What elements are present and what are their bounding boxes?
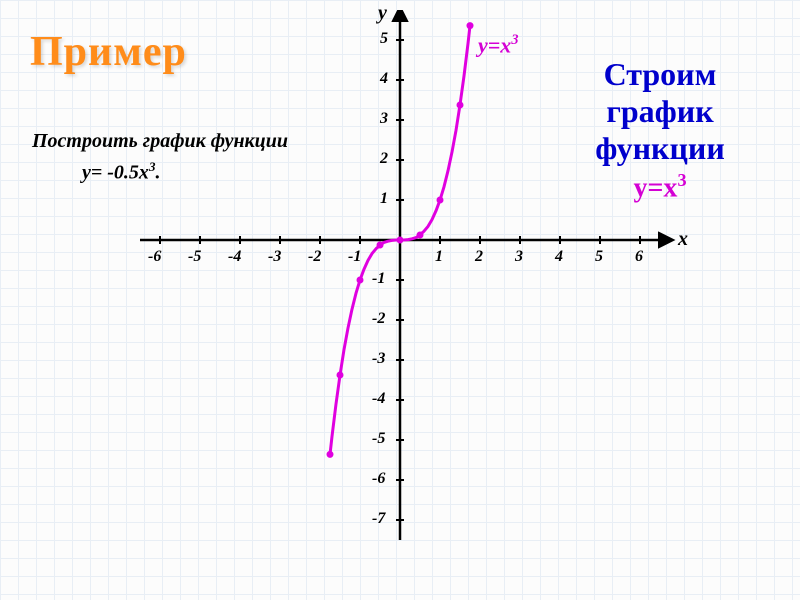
x-tick-label: -6 — [148, 248, 161, 266]
y-tick-label: 4 — [380, 70, 388, 88]
task-eq-prefix: y= -0.5x — [82, 162, 149, 184]
curve-label: y=x3 — [478, 32, 518, 58]
y-tick-label: -4 — [372, 390, 385, 408]
x-tick-label: -3 — [268, 248, 281, 266]
y-tick-label: -5 — [372, 430, 385, 448]
y-tick-label: 5 — [380, 30, 388, 48]
x-tick-label: -1 — [348, 248, 361, 266]
y-tick-label: -6 — [372, 470, 385, 488]
x-tick-label: -4 — [228, 248, 241, 266]
curve-label-prefix: y=x — [478, 32, 511, 57]
y-tick-label: 3 — [380, 110, 388, 128]
x-tick-label: 4 — [555, 248, 563, 266]
curve-label-exp: 3 — [511, 32, 518, 48]
y-axis-label: y — [378, 2, 387, 25]
y-tick-label: 1 — [380, 190, 388, 208]
y-tick-label: -3 — [372, 350, 385, 368]
y-tick-label: -2 — [372, 310, 385, 328]
x-tick-label: 1 — [435, 248, 443, 266]
x-tick-label: 5 — [595, 248, 603, 266]
x-tick-label: 3 — [515, 248, 523, 266]
x-axis-label: x — [678, 228, 688, 251]
x-tick-label: -5 — [188, 248, 201, 266]
x-tick-label: 6 — [635, 248, 643, 266]
x-tick-label: -2 — [308, 248, 321, 266]
y-tick-label: -7 — [372, 510, 385, 528]
x-tick-label: 2 — [475, 248, 483, 266]
chart-svg — [140, 10, 700, 590]
y-tick-label: 2 — [380, 150, 388, 168]
y-tick-label: -1 — [372, 270, 385, 288]
